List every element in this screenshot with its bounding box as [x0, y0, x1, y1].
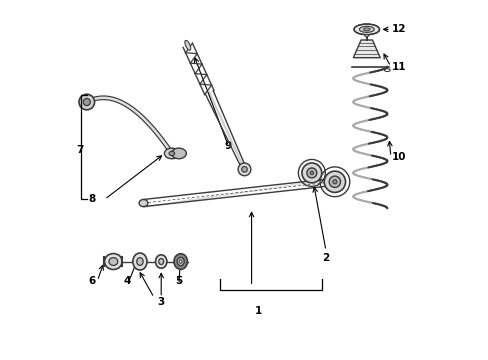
Circle shape — [83, 99, 90, 105]
Circle shape — [301, 163, 321, 183]
Circle shape — [324, 171, 345, 192]
Ellipse shape — [159, 258, 163, 265]
Ellipse shape — [109, 258, 118, 265]
Circle shape — [238, 163, 250, 176]
Ellipse shape — [155, 255, 166, 268]
Text: 3: 3 — [157, 297, 164, 307]
Circle shape — [328, 176, 340, 188]
Ellipse shape — [137, 258, 143, 265]
Text: 4: 4 — [123, 276, 131, 286]
Text: 1: 1 — [255, 306, 262, 316]
Ellipse shape — [359, 26, 373, 32]
Ellipse shape — [364, 34, 368, 36]
Ellipse shape — [179, 260, 182, 263]
Circle shape — [309, 171, 313, 175]
Text: 12: 12 — [391, 24, 405, 34]
Circle shape — [306, 168, 316, 178]
Text: 2: 2 — [322, 253, 329, 263]
Ellipse shape — [169, 151, 174, 156]
Ellipse shape — [164, 148, 179, 159]
Text: 10: 10 — [391, 152, 405, 162]
Circle shape — [79, 94, 94, 110]
Text: 8: 8 — [88, 194, 96, 204]
Ellipse shape — [171, 148, 186, 159]
Text: 5: 5 — [175, 276, 182, 286]
Text: 9: 9 — [224, 141, 232, 151]
Text: 11: 11 — [391, 62, 405, 72]
Circle shape — [241, 167, 247, 172]
Ellipse shape — [139, 199, 147, 207]
Ellipse shape — [174, 254, 187, 269]
Circle shape — [332, 180, 336, 184]
Text: 6: 6 — [88, 276, 96, 286]
Ellipse shape — [184, 40, 190, 50]
Text: 7: 7 — [76, 145, 83, 155]
Ellipse shape — [133, 253, 147, 270]
Ellipse shape — [353, 24, 379, 35]
Ellipse shape — [177, 257, 184, 266]
Ellipse shape — [363, 28, 369, 31]
Ellipse shape — [104, 253, 122, 270]
Polygon shape — [353, 40, 380, 58]
